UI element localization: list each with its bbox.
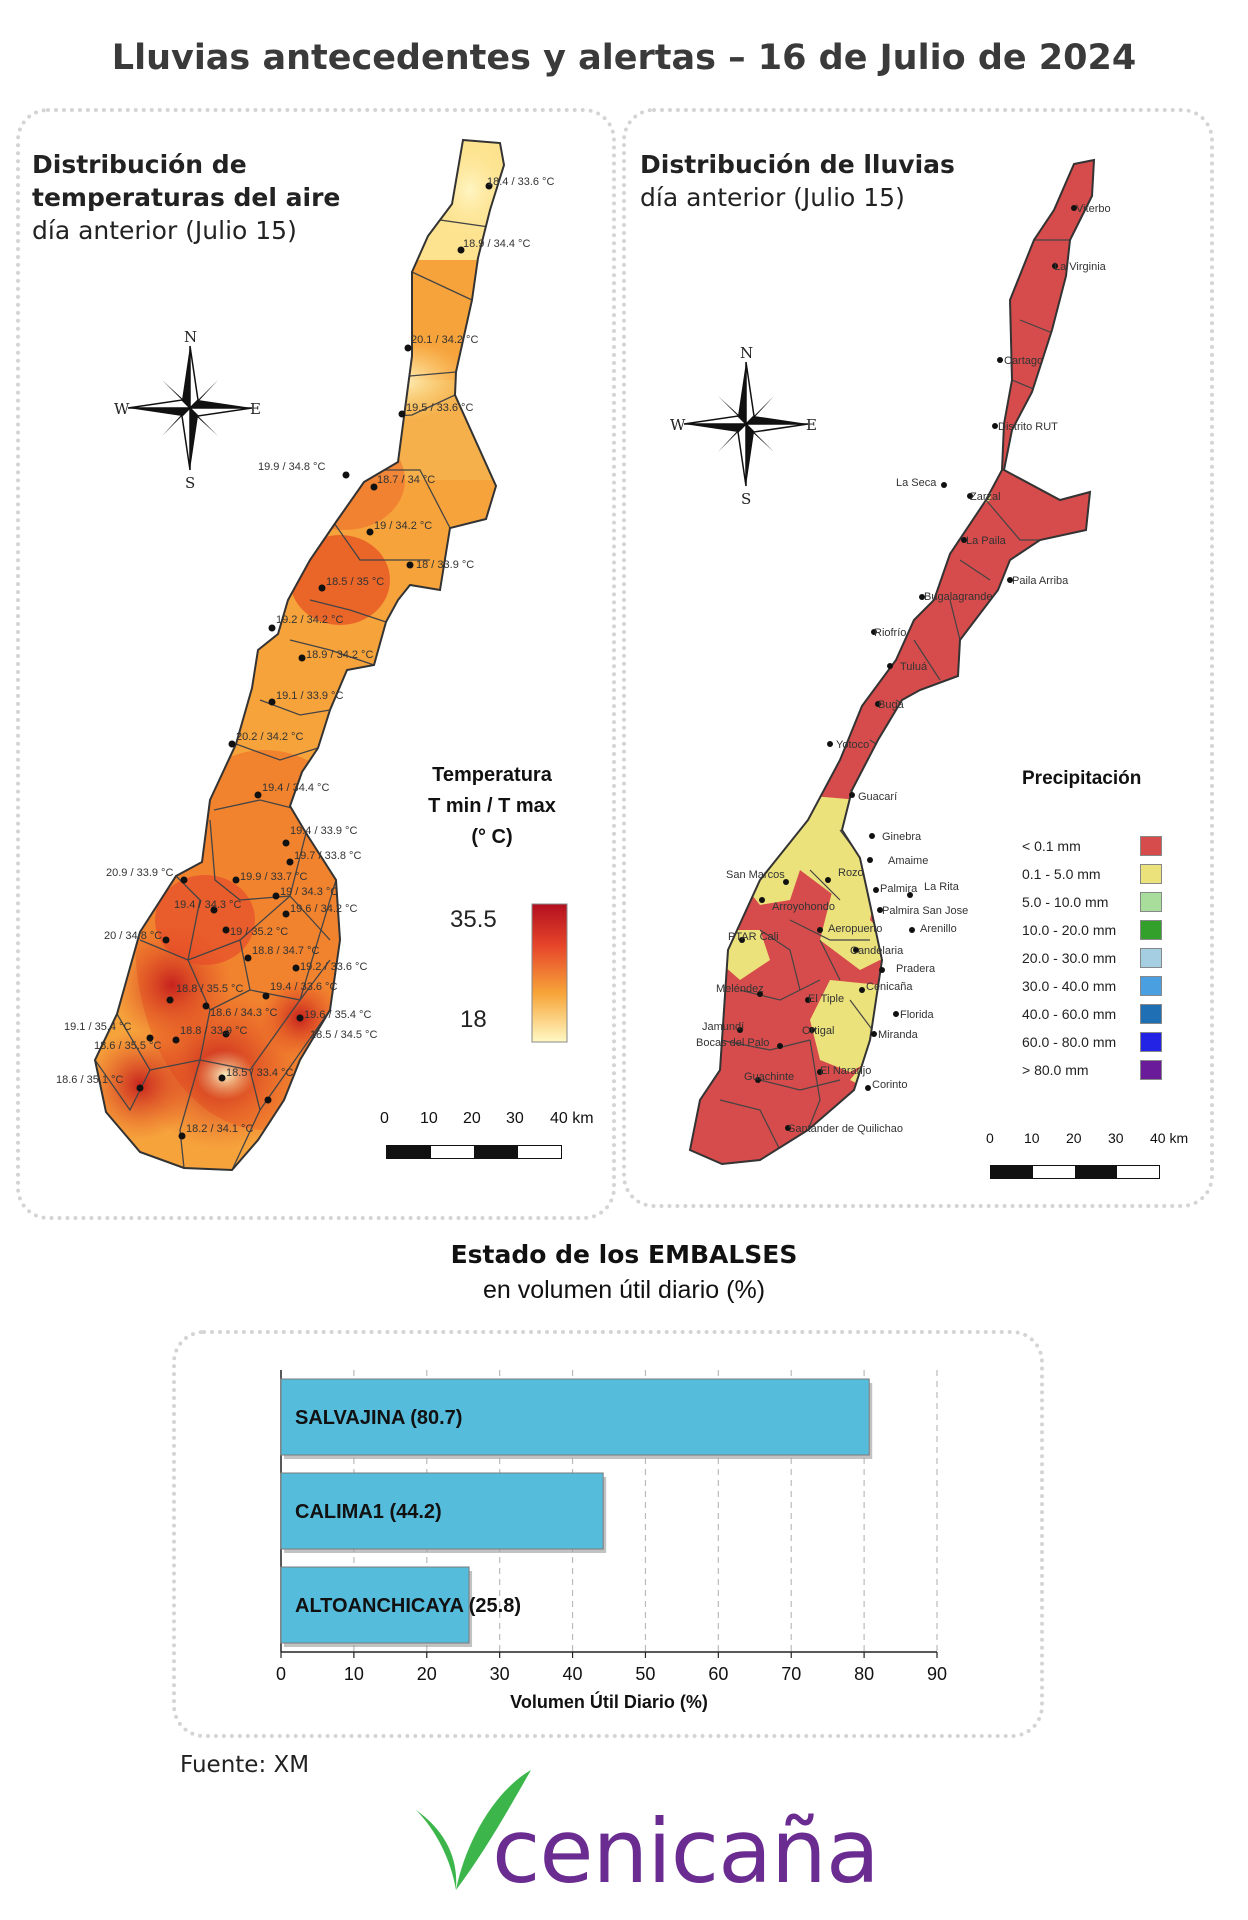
rain-panel (622, 108, 1214, 1208)
cenicana-logo-text: cenicaña (492, 1800, 880, 1903)
temperature-title-line1: Distribución de (32, 150, 247, 179)
temperature-title-line2: temperaturas del aire (32, 183, 341, 212)
scale-tick: 40 km (1150, 1130, 1189, 1146)
precipitation-legend-swatch (1140, 920, 1162, 940)
temperature-legend-line2: T min / T max (428, 795, 556, 817)
precipitation-legend-label: 40.0 - 60.0 mm (1022, 1006, 1117, 1022)
rain-title: Distribución de lluvias (640, 150, 955, 179)
rain-map-title: Distribución de lluvias día anterior (Ju… (640, 148, 955, 214)
reservoirs-title-bold: Estado de los EMBALSES (450, 1240, 798, 1269)
scale-tick: 30 (506, 1110, 524, 1127)
precipitation-legend-swatch (1140, 976, 1162, 996)
precipitation-legend-swatch (1140, 948, 1162, 968)
precipitation-legend-swatch (1140, 864, 1162, 884)
precipitation-legend-label: > 80.0 mm (1022, 1062, 1089, 1078)
temperature-map-title: Distribución de temperaturas del aire dí… (32, 148, 340, 247)
temperature-legend-title: Temperatura T min / T max (° C) (412, 760, 572, 853)
scale-tick: 0 (380, 1110, 389, 1127)
scale-tick: 40 km (550, 1110, 594, 1127)
scale-tick: 0 (986, 1130, 994, 1146)
scale-tick: 10 (1024, 1130, 1040, 1146)
reservoirs-subtitle: en volumen útil diario (%) (482, 1276, 766, 1304)
precipitation-legend-swatch (1140, 1004, 1162, 1024)
cenicana-logo-icon (416, 1770, 531, 1890)
precipitation-legend-title: Precipitación (1022, 768, 1142, 789)
temperature-scale-bar (386, 1145, 562, 1159)
precipitation-legend-label: 30.0 - 40.0 mm (1022, 978, 1117, 994)
precipitation-legend-label: 60.0 - 80.0 mm (1022, 1034, 1117, 1050)
temperature-legend-line1: Temperatura (432, 764, 552, 786)
temperature-legend-min: 18 (460, 1006, 487, 1033)
scale-tick: 30 (1108, 1130, 1124, 1146)
precipitation-legend-label: 5.0 - 10.0 mm (1022, 894, 1109, 910)
rain-subtitle: día anterior (Julio 15) (640, 183, 905, 212)
precipitation-legend-label: < 0.1 mm (1022, 838, 1081, 854)
reservoirs-panel (172, 1330, 1044, 1738)
precipitation-legend-swatch (1140, 892, 1162, 912)
precipitation-legend-label: 10.0 - 20.0 mm (1022, 922, 1117, 938)
rain-scale-bar (990, 1165, 1160, 1179)
page-title: Lluvias antecedentes y alertas – 16 de J… (111, 38, 1137, 78)
source-note: Fuente: XM (180, 1752, 310, 1778)
precipitation-legend-swatch (1140, 1060, 1162, 1080)
reservoirs-title: Estado de los EMBALSES (0, 1240, 1248, 1270)
temperature-legend-max: 35.5 (450, 906, 497, 933)
precipitation-legend-swatch (1140, 1032, 1162, 1052)
temperature-subtitle: día anterior (Julio 15) (32, 216, 297, 245)
precipitation-legend-swatch (1140, 836, 1162, 856)
precipitation-legend-label: 0.1 - 5.0 mm (1022, 866, 1101, 882)
precipitation-legend-label: 20.0 - 30.0 mm (1022, 950, 1117, 966)
scale-tick: 20 (463, 1110, 481, 1127)
temperature-legend-line3: (° C) (471, 826, 513, 848)
scale-tick: 10 (420, 1110, 438, 1127)
temperature-panel (16, 108, 616, 1220)
scale-tick: 20 (1066, 1130, 1082, 1146)
